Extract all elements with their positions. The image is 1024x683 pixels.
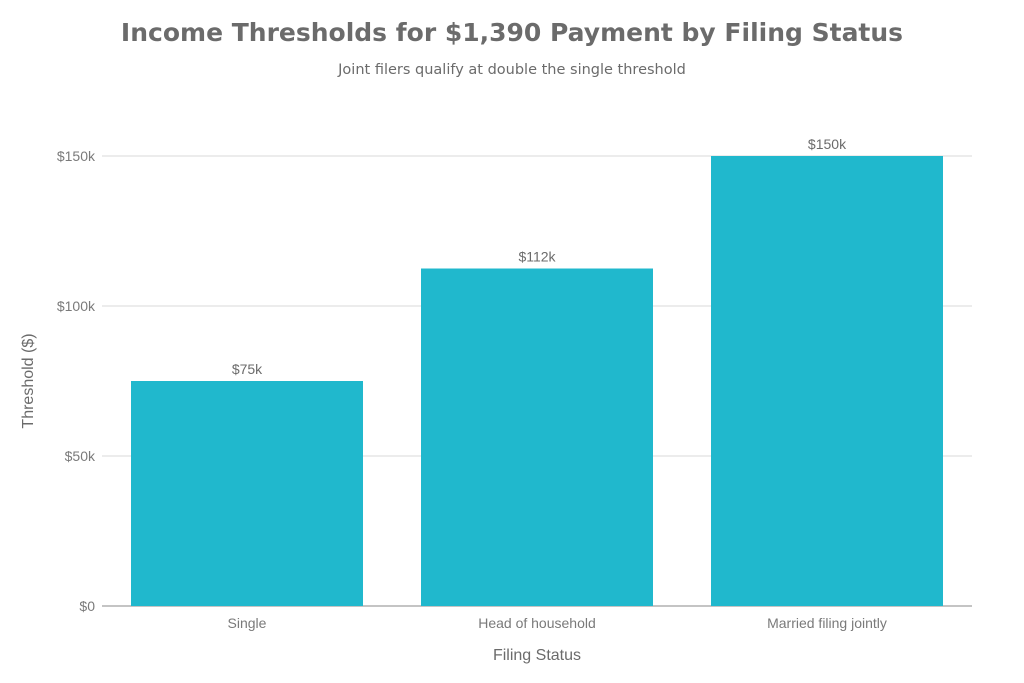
data-label: $150k — [808, 136, 847, 152]
x-axis-title: Filing Status — [493, 647, 581, 664]
bar-married-filing-jointly[interactable] — [711, 156, 943, 606]
chart-subtitle: Joint filers qualify at double the singl… — [338, 62, 686, 78]
y-tick-label: $0 — [79, 598, 95, 614]
x-tick-label: Single — [228, 615, 267, 631]
data-label: $75k — [232, 361, 263, 377]
bar-single[interactable] — [131, 381, 363, 606]
x-tick-label: Head of household — [478, 615, 596, 631]
y-tick-label: $50k — [65, 448, 96, 464]
data-label: $112k — [518, 249, 556, 265]
bar-head-of-household[interactable] — [421, 268, 653, 607]
x-tick-label: Married filing jointly — [767, 615, 887, 631]
y-axis-title: Threshold ($) — [20, 333, 37, 428]
y-tick-label: $100k — [57, 298, 96, 314]
chart-title: Income Thresholds for $1,390 Payment by … — [120, 18, 904, 47]
y-tick-label: $150k — [57, 148, 96, 164]
